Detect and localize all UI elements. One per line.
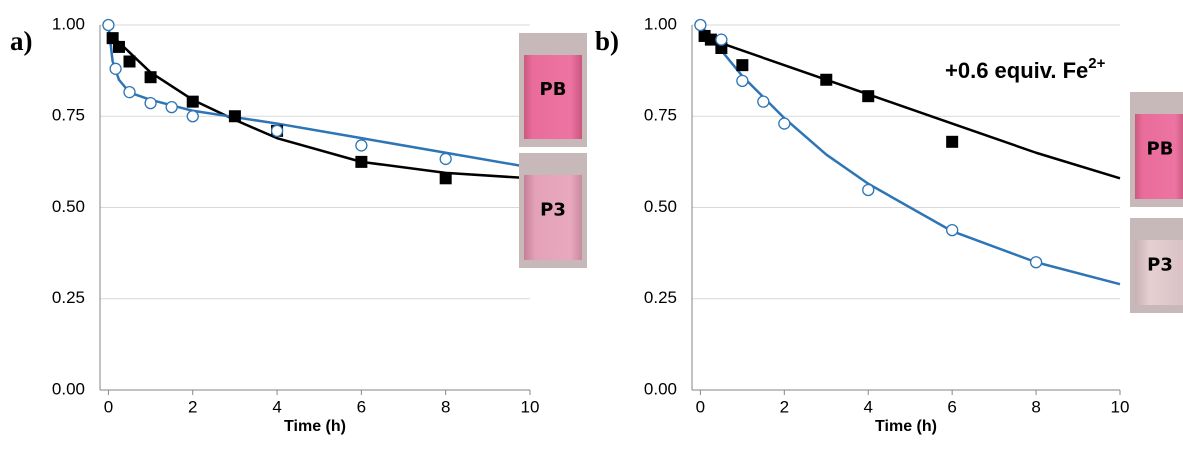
x-tick-label: 2: [188, 397, 197, 416]
vial-liquid: [524, 55, 582, 139]
square-point: [862, 90, 875, 103]
square-point: [355, 155, 368, 168]
circle-point: [270, 124, 284, 138]
vial-liquid: [1135, 240, 1183, 305]
square-point: [439, 172, 452, 185]
square-point: [820, 73, 833, 86]
vial-label: PB: [1147, 139, 1174, 160]
vial-label: PB: [540, 79, 567, 100]
vial-label: P3: [540, 200, 566, 221]
x-tick-label: 10: [521, 397, 540, 416]
y-tick-label: 0.00: [52, 379, 85, 398]
y-tick-label: 0.25: [52, 288, 85, 307]
x-tick-label: 8: [441, 397, 450, 416]
vial-liquid: [524, 175, 582, 260]
y-tick-label: 0.50: [644, 197, 677, 216]
x-tick-label: 6: [357, 397, 366, 416]
x-tick-label: 6: [947, 397, 956, 416]
circle-point: [355, 139, 368, 152]
circle-point: [736, 74, 749, 87]
square-point: [715, 41, 728, 54]
circle-point: [862, 183, 875, 197]
square-point: [228, 110, 241, 123]
circle-point: [778, 117, 791, 130]
circle-point: [186, 110, 199, 123]
x-tick-label: 10: [1111, 397, 1130, 416]
y-tick-label: 0.75: [52, 106, 85, 125]
square-point: [736, 59, 749, 72]
x-tick-label: 8: [1031, 397, 1040, 416]
vial-liquid: [1135, 114, 1183, 199]
annotation-text: +0.6 equiv. Fe: [945, 58, 1088, 83]
square-point: [704, 33, 717, 46]
circle-point: [1029, 256, 1043, 269]
circle-point: [165, 100, 178, 114]
y-tick-label: 1.00: [52, 14, 85, 33]
circle-point: [694, 18, 707, 32]
panel-label: a): [10, 26, 33, 56]
circle-point: [123, 86, 136, 99]
square-point: [144, 71, 157, 84]
circle-point: [144, 96, 157, 110]
circle-point: [102, 18, 115, 32]
x-tick-label: 4: [864, 397, 873, 416]
fit-line: [699, 34, 1121, 180]
x-axis-label: Time (h): [284, 418, 346, 435]
y-tick-label: 0.00: [644, 379, 677, 398]
fit-line: [107, 31, 531, 180]
panel-label: b): [595, 26, 619, 56]
vial-label: P3: [1147, 255, 1173, 276]
x-axis-label: Time (h): [875, 418, 937, 435]
x-tick-label: 2: [780, 397, 789, 416]
x-tick-label: 0: [104, 397, 113, 416]
circle-point: [946, 223, 959, 237]
circle-point: [757, 95, 770, 108]
fit-line: [107, 24, 531, 169]
fit-line: [699, 24, 1121, 286]
square-point: [123, 55, 136, 68]
y-tick-label: 0.75: [644, 106, 677, 125]
x-tick-label: 0: [696, 397, 705, 416]
circle-point: [109, 62, 122, 75]
y-tick-label: 1.00: [644, 14, 677, 33]
y-tick-label: 0.25: [644, 288, 677, 307]
circle-point: [715, 33, 728, 46]
x-tick-label: 4: [272, 397, 281, 416]
square-point: [946, 135, 959, 148]
square-point: [186, 95, 199, 108]
annotation: +0.6 equiv. Fe2+: [945, 55, 1106, 83]
circle-point: [439, 152, 452, 166]
y-tick-label: 0.50: [52, 197, 85, 216]
annotation-superscript: 2+: [1088, 55, 1105, 72]
square-point: [112, 40, 125, 53]
